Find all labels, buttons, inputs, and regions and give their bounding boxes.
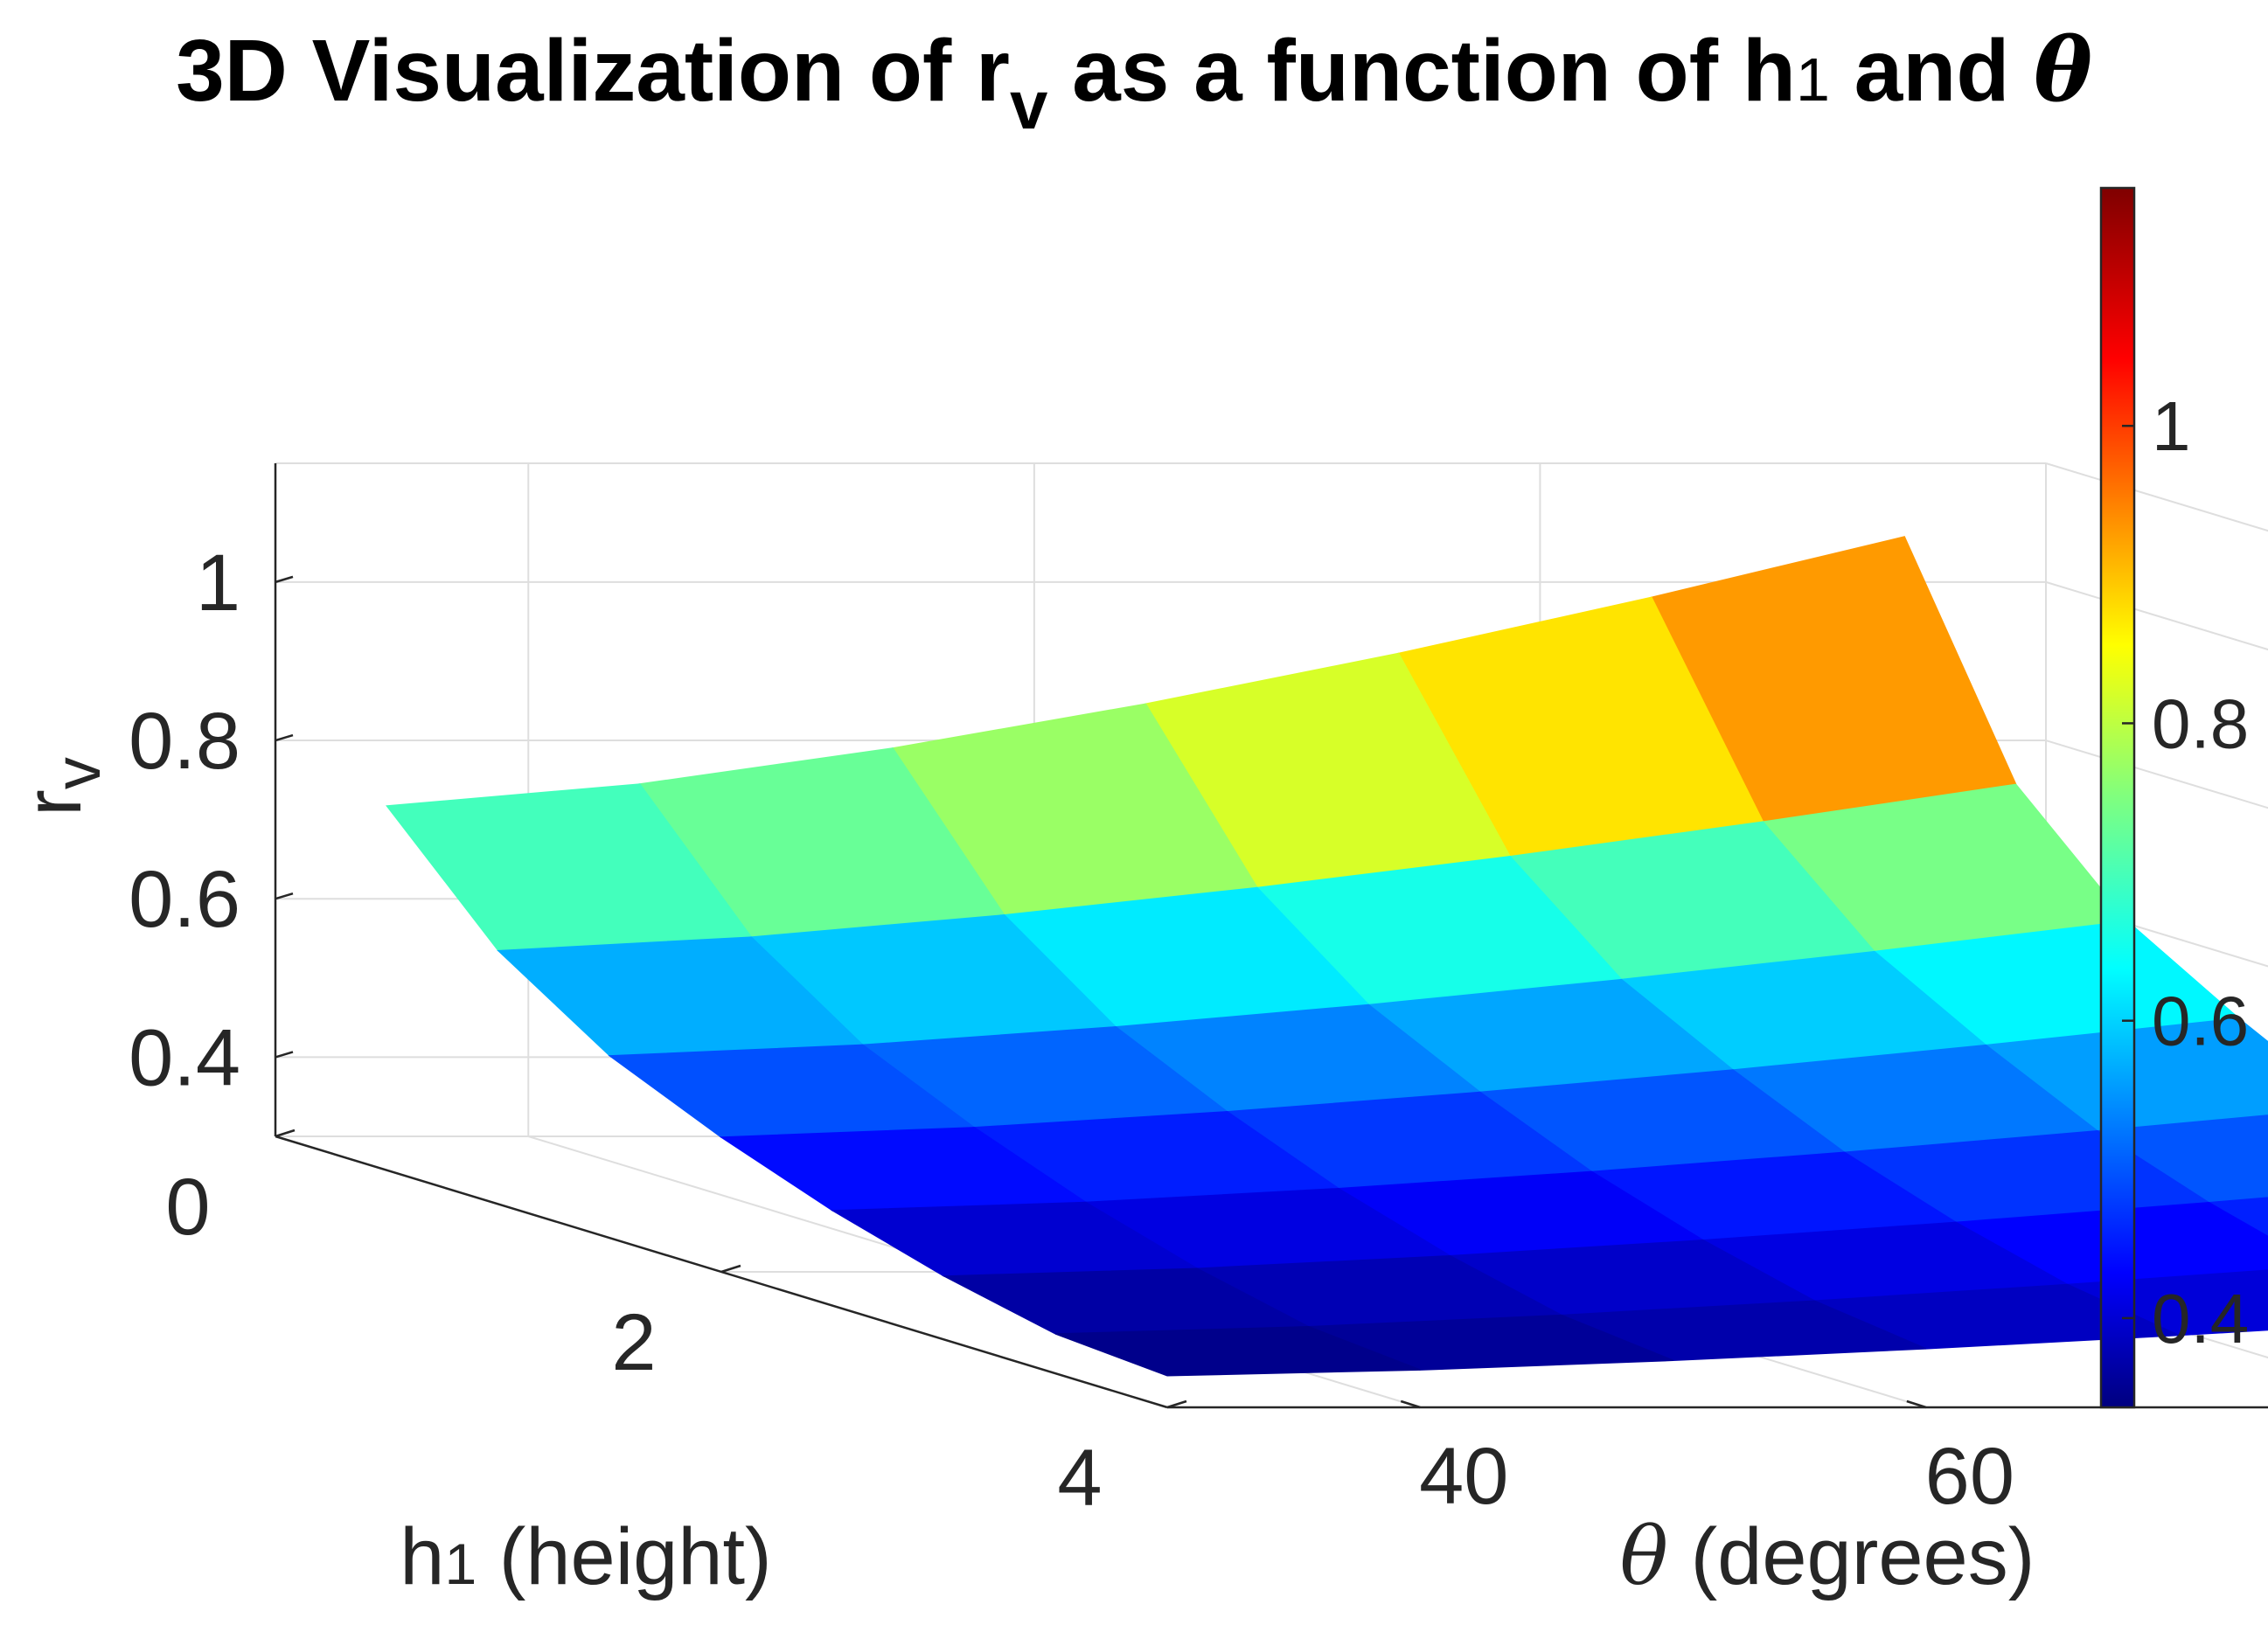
y-tick <box>1906 1399 1927 1409</box>
tick-labels: 0.40.60.81024406080100 <box>129 538 2014 1523</box>
z-tick-label: 1 <box>196 538 240 628</box>
surface-mesh <box>386 536 2268 1377</box>
y-tick-label: 60 <box>1925 1432 2014 1521</box>
x-tick-label: 4 <box>1057 1434 1102 1523</box>
z-tick-label: 0.4 <box>129 1013 240 1102</box>
y-tick-label: 40 <box>1419 1432 1508 1521</box>
x-axis-label: h1 (height) <box>400 1512 771 1601</box>
grid-line <box>2045 462 2268 532</box>
z-tick <box>275 1051 294 1059</box>
colorbar-tick-label: 0.6 <box>2152 983 2249 1060</box>
grid-line <box>2045 580 2268 651</box>
z-tick <box>275 892 294 900</box>
surface-patch <box>2206 1197 2268 1238</box>
colorbar-tick-label: 0.4 <box>2152 1280 2249 1358</box>
z-tick-label: 0.8 <box>129 697 240 786</box>
x-tick <box>720 1264 741 1274</box>
z-tick <box>275 575 294 584</box>
z-tick <box>275 733 294 742</box>
y-axis-label: θ (degrees) <box>1620 1510 2035 1603</box>
colorbar: 0.4 0.6 0.8 1 <box>2099 186 2249 1409</box>
x-tick-label: 2 <box>611 1298 656 1387</box>
surface-patch <box>1055 1326 1421 1377</box>
grid-line <box>2045 898 2268 968</box>
y-tick <box>1400 1399 1421 1409</box>
x-tick <box>1166 1399 1187 1409</box>
grid-line <box>2045 740 2268 809</box>
z-tick-label: 0.6 <box>129 855 240 944</box>
axes <box>274 463 2268 1409</box>
colorbar-tick-label: 1 <box>2152 387 2191 465</box>
z-axis-label: rv <box>9 757 114 816</box>
chart-title: 3D Visualization of rv as a function of … <box>176 18 2092 143</box>
x-tick-label: 0 <box>165 1163 210 1252</box>
colorbar-gradient <box>2099 186 2136 1409</box>
x-tick <box>275 1128 296 1138</box>
colorbar-tick-label: 0.8 <box>2152 684 2249 762</box>
